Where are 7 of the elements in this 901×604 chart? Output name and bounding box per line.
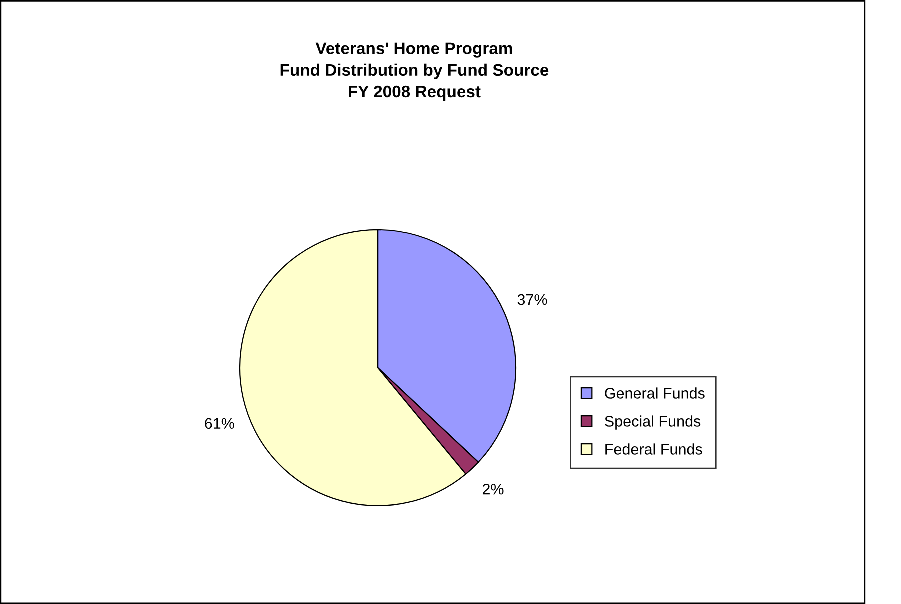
chart-title: Veterans' Home Program Fund Distribution by Fund Source FY 2008 Request — [280, 42, 549, 101]
data-label: 37% — [518, 294, 548, 306]
legend-label: General Funds — [605, 388, 705, 399]
legend-label: Federal Funds — [606, 444, 702, 455]
legend-label: Special Funds — [605, 416, 701, 430]
data-label: 2% — [482, 484, 504, 495]
data-label: 61% — [205, 418, 234, 430]
